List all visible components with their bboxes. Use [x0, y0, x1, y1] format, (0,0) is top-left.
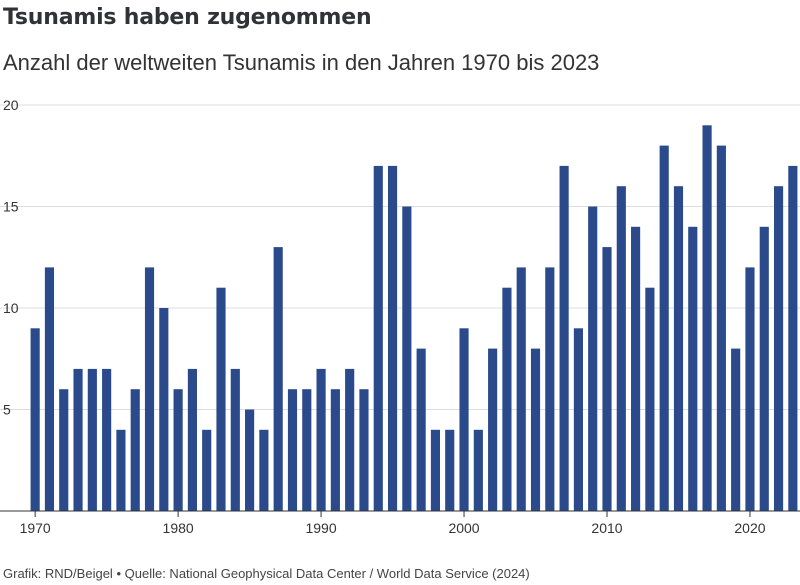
bar-1991: [330, 389, 340, 511]
bar-1973: [73, 368, 83, 511]
bar-1989: [302, 389, 312, 511]
bar-2000: [459, 328, 469, 511]
chart-title: Tsunamis haben zugenommen: [3, 5, 372, 30]
bar-2023: [788, 165, 798, 511]
bar-2001: [473, 429, 483, 511]
y-tick-label-5: 5: [3, 402, 11, 418]
bar-2005: [530, 348, 541, 511]
bar-1974: [87, 368, 97, 511]
x-tick-label-2000: 2000: [448, 520, 479, 536]
chart-footer: Grafik: RND/Beigel • Quelle: National Ge…: [3, 566, 530, 581]
bar-1988: [287, 389, 298, 511]
bar-1971: [44, 267, 55, 511]
bar-2009: [588, 206, 598, 511]
bar-1978: [144, 267, 155, 511]
bar-2006: [545, 267, 555, 511]
footer-separator: •: [116, 566, 121, 581]
y-axis-tick-labels: 5 10 15 20: [3, 97, 19, 418]
bar-1980: [173, 389, 183, 511]
y-tick-label-15: 15: [3, 199, 19, 215]
bar-1986: [259, 429, 269, 511]
bar-1996: [402, 206, 412, 511]
bar-2017: [702, 125, 712, 512]
bar-1977: [130, 389, 140, 511]
bar-2012: [631, 226, 641, 512]
x-tick-label-2010: 2010: [591, 520, 622, 536]
bar-2014: [659, 145, 669, 511]
bar-1975: [102, 368, 112, 511]
bar-1992: [345, 368, 355, 511]
x-tick-label-1990: 1990: [305, 520, 336, 536]
x-tick-label-1970: 1970: [20, 520, 51, 536]
bar-1995: [387, 165, 398, 511]
bar-1985: [245, 409, 255, 511]
bar-1990: [316, 368, 326, 511]
bar-1983: [216, 287, 226, 511]
footer-source: Quelle: National Geophysical Data Center…: [124, 566, 530, 581]
y-tick-label-20: 20: [3, 97, 19, 113]
bar-1987: [273, 247, 283, 511]
bar-1981: [187, 368, 197, 511]
bar-1970: [30, 328, 40, 511]
bar-2011: [616, 186, 626, 511]
bar-1994: [373, 165, 383, 511]
bar-2016: [688, 226, 698, 512]
y-tick-label-10: 10: [3, 300, 19, 316]
bar-2013: [645, 287, 655, 511]
bar-1993: [359, 389, 369, 511]
bar-1999: [445, 429, 455, 511]
bar-1979: [159, 308, 169, 511]
bar-2003: [502, 287, 512, 511]
bar-2007: [559, 165, 569, 511]
bar-1997: [416, 348, 426, 511]
bar-2022: [773, 186, 784, 511]
bar-2019: [731, 348, 741, 511]
bar-2008: [573, 328, 583, 511]
x-tick-label-1980: 1980: [163, 520, 194, 536]
bar-2002: [488, 348, 498, 511]
x-axis-ticks: 1970 1980 1990 2000 2010 2020: [20, 511, 766, 536]
x-tick-label-2020: 2020: [734, 520, 765, 536]
chart-subtitle: Anzahl der weltweiten Tsunamis in den Ja…: [3, 50, 600, 75]
bar-2010: [602, 247, 612, 511]
bar-2015: [673, 186, 684, 511]
bar-1976: [116, 429, 126, 511]
bar-1982: [202, 429, 212, 511]
bar-1984: [230, 368, 240, 511]
bar-2004: [516, 267, 526, 511]
footer-credit: Grafik: RND/Beigel: [3, 566, 113, 581]
bar-1972: [59, 389, 69, 511]
bar-2018: [716, 145, 726, 511]
bar-2020: [745, 267, 755, 511]
bars: [30, 125, 798, 512]
bar-2021: [759, 226, 769, 512]
bar-1998: [430, 429, 441, 511]
